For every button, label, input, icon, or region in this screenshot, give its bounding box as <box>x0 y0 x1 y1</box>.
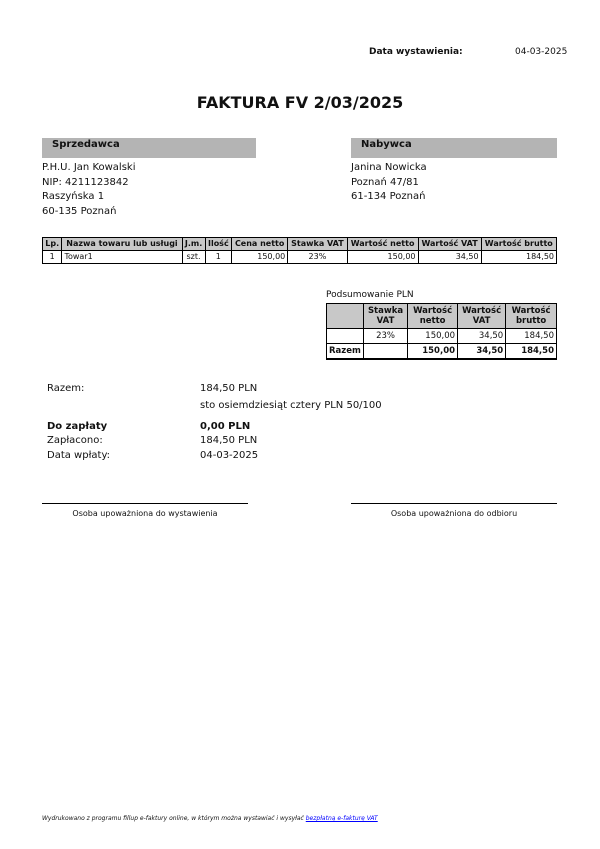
items-col-header: Wartość brutto <box>480 237 558 251</box>
amount-in-words: sto osiemdziesiąt cztery PLN 50/100 <box>200 400 382 411</box>
summary-total-cell: 150,00 <box>407 343 459 360</box>
buyer-line: Janina Nowicka <box>351 162 427 173</box>
items-col-header: Ilość <box>204 237 233 251</box>
table-row: 1 Towar1 szt. 1 150,00 23% 150,00 34,50 184,50 <box>41 250 558 264</box>
buyer-line: Poznań 47/81 <box>351 176 419 188</box>
footer-link[interactable]: bezpłatną e-fakturę VAT <box>305 815 378 822</box>
items-cell: 184,50 <box>480 250 558 264</box>
razem-value: 184,50 PLN <box>200 383 258 394</box>
seller-line: 60-135 Poznań <box>42 205 117 217</box>
summary-col-header: Wartość netto <box>407 303 459 329</box>
summary-title: Podsumowanie PLN <box>326 290 414 300</box>
summary-total-row: Razem 150,00 34,50 184,50 <box>326 343 557 360</box>
items-col-header: Wartość VAT <box>417 237 482 251</box>
items-cell: 1 <box>204 250 233 264</box>
summary-row: 23% 150,00 34,50 184,50 <box>326 328 557 344</box>
items-col-header: Nazwa towaru lub usługi <box>61 237 183 251</box>
buyer-section: Nabywca Janina Nowicka Poznań 47/81 61-1… <box>351 138 557 205</box>
summary-cell: 23% <box>362 328 409 344</box>
items-col-header: Cena netto <box>231 237 289 251</box>
items-cell: 1 <box>41 250 63 264</box>
summary-cell <box>326 328 364 344</box>
summary-total-cell: Razem <box>326 343 364 360</box>
razem-label: Razem: <box>47 383 85 394</box>
footer: Wydrukowano z programu fillup e-faktury … <box>42 815 378 822</box>
seller-header: Sprzedawca <box>42 138 256 158</box>
summary-col-header <box>326 303 364 329</box>
items-cell: 150,00 <box>231 250 289 264</box>
footer-text: Wydrukowano z programu fillup e-faktury … <box>42 815 306 822</box>
summary-cell: 34,50 <box>457 328 507 344</box>
issuer-signature: Osoba upoważniona do wystawienia <box>42 503 248 518</box>
summary-total-cell <box>362 343 409 360</box>
items-table: Lp. Nazwa towaru lub usługi J.m. Ilość Cena … <box>41 237 558 264</box>
summary-col-header: Wartość brutto <box>505 303 557 329</box>
summary-total-cell: 34,50 <box>457 343 507 360</box>
summary-col-header: Stawka VAT <box>362 303 409 329</box>
summary-total-cell: 184,50 <box>505 343 557 360</box>
paid-label: Zapłacono: <box>47 435 103 446</box>
items-cell: 150,00 <box>346 250 419 264</box>
seller-line: NIP: 4211123842 <box>42 176 129 188</box>
buyer-header: Nabywca <box>351 138 557 158</box>
summary-col-header: Wartość VAT <box>457 303 507 329</box>
items-cell: szt. <box>181 250 206 264</box>
seller-section: Sprzedawca P.H.U. Jan Kowalski NIP: 4211… <box>42 138 256 219</box>
buyer-line: 61-134 Poznań <box>351 191 426 202</box>
paydate-label: Data wpłaty: <box>47 450 111 461</box>
items-cell: Towar1 <box>61 250 183 264</box>
items-col-header: Wartość netto <box>346 237 419 251</box>
receiver-signature: Osoba upoważniona do odbioru <box>351 503 557 518</box>
items-cell: 23% <box>287 250 348 264</box>
invoice-title: FAKTURA FV 2/03/2025 <box>196 93 404 112</box>
paydate-value: 04-03-2025 <box>200 450 259 461</box>
seller-line: P.H.U. Jan Kowalski <box>42 162 136 173</box>
items-col-header: J.m. <box>181 237 206 251</box>
summary-cell: 184,50 <box>505 328 557 344</box>
paid-value: 184,50 PLN <box>200 435 258 446</box>
items-col-header: Stawka VAT <box>287 237 348 251</box>
due-value: 0,00 PLN <box>200 421 251 432</box>
due-label: Do zapłaty <box>47 421 108 432</box>
summary-table: Stawka VAT Wartość netto Wartość VAT Wartoś… <box>326 303 557 360</box>
seller-line: Raszyńska 1 <box>42 191 105 202</box>
issue-date-label: Data wystawienia: <box>369 47 463 57</box>
items-cell: 34,50 <box>417 250 482 264</box>
items-col-header: Lp. <box>41 237 63 251</box>
summary-cell: 150,00 <box>407 328 459 344</box>
issue-date-value: 04-03-2025 <box>515 47 568 57</box>
